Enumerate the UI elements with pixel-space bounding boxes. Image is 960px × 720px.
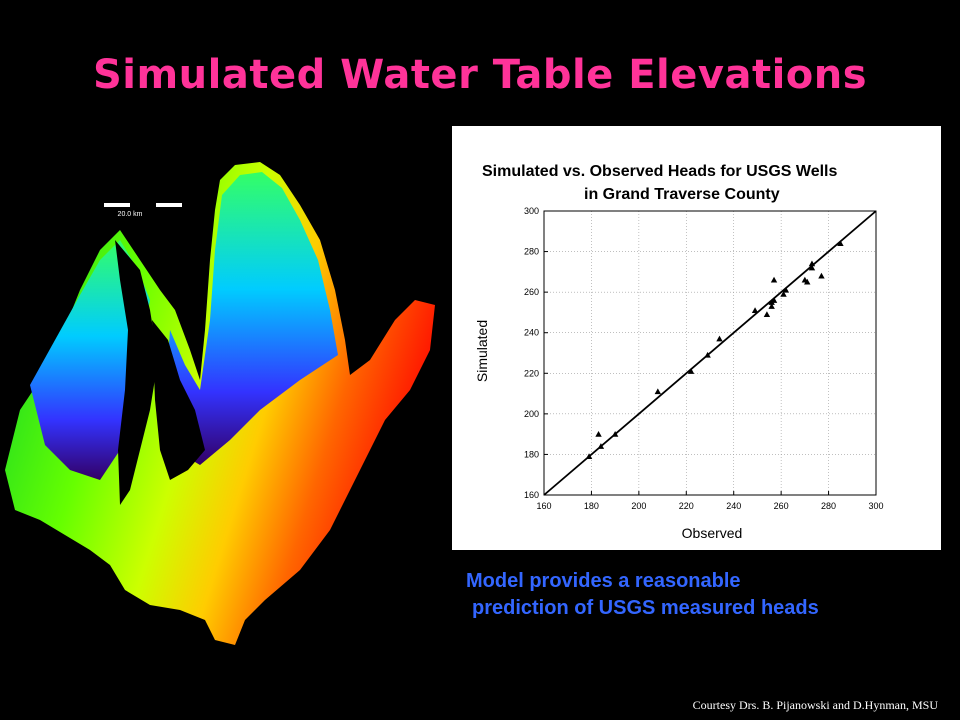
credit-text: Courtesy Drs. B. Pijanowski and D.Hynman… [692, 698, 938, 712]
data-point [611, 430, 619, 437]
data-point [597, 443, 605, 449]
x-tick-label: 220 [679, 501, 694, 511]
data-point [808, 260, 816, 267]
x-tick-label: 180 [584, 501, 599, 511]
x-tick-label: 300 [868, 501, 883, 511]
y-tick-label: 240 [524, 328, 539, 338]
data-point [768, 303, 775, 309]
scatter-chart: Simulated vs. Observed Heads for USGS We… [474, 163, 884, 541]
data-point [804, 278, 811, 285]
data-point [654, 388, 662, 395]
y-tick-label: 160 [524, 490, 539, 500]
y-tick-label: 280 [524, 247, 539, 257]
chart-title: Simulated vs. Observed Heads for USGS We… [482, 163, 837, 180]
map-bay-west [115, 240, 158, 505]
y-tick-label: 180 [524, 449, 539, 459]
caption: Model provides a reasonable prediction o… [466, 568, 819, 622]
caption-line-2: prediction of USGS measured heads [472, 597, 819, 619]
y-tick-label: 300 [524, 206, 539, 216]
data-point [716, 335, 723, 342]
data-point [763, 311, 771, 318]
chart-subtitle: in Grand Traverse County [584, 186, 780, 203]
y-tick-label: 220 [524, 368, 539, 378]
data-point [770, 297, 778, 303]
slide-title: Simulated Water Table Elevations [92, 52, 868, 98]
map-blue-region-peninsula [165, 172, 338, 465]
data-point [837, 240, 844, 247]
data-point [780, 290, 787, 297]
caption-line-1: Model provides a reasonable [466, 570, 741, 592]
water-table-map: 20.0 km [5, 162, 435, 645]
chart-y-axis-label: Simulated [474, 320, 490, 382]
scatter-chart-panel: Simulated vs. Observed Heads for USGS We… [452, 126, 941, 550]
data-point [704, 351, 711, 358]
plot-frame [543, 210, 877, 496]
data-point [782, 286, 790, 293]
x-tick-label: 260 [774, 501, 789, 511]
x-tick-label: 160 [536, 501, 551, 511]
x-tick-label: 240 [726, 501, 741, 511]
map-scale-label: 20.0 km [118, 211, 143, 218]
map-bay-east [152, 320, 205, 480]
reference-line [543, 210, 877, 496]
y-tick-label: 260 [524, 287, 539, 297]
data-point [585, 453, 593, 460]
x-tick-label: 280 [821, 501, 836, 511]
x-tick-label: 200 [631, 501, 646, 511]
data-point [751, 307, 759, 313]
chart-x-axis-label: Observed [682, 525, 743, 541]
map-blue-region-west [30, 240, 150, 480]
data-point [808, 264, 816, 271]
data-point [770, 276, 778, 283]
y-tick-label: 200 [524, 409, 539, 419]
data-point [595, 430, 602, 437]
data-point [687, 368, 695, 374]
data-point [818, 272, 825, 279]
